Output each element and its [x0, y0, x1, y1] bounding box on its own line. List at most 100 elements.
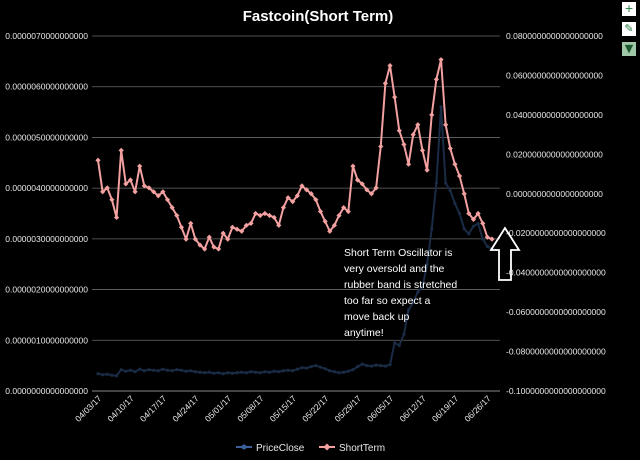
point-shortterm	[368, 191, 375, 197]
point-priceclose	[355, 365, 360, 369]
point-shortterm	[215, 246, 222, 252]
point-shortterm	[262, 210, 268, 217]
point-priceclose	[263, 370, 267, 374]
point-priceclose	[379, 364, 383, 368]
up-arrow-icon	[489, 226, 521, 281]
point-shortterm	[188, 220, 194, 226]
point-priceclose	[96, 372, 100, 376]
point-shortterm	[160, 189, 166, 195]
add-element-button[interactable]: +	[622, 2, 636, 16]
point-shortterm	[95, 157, 101, 163]
point-shortterm	[327, 228, 333, 234]
point-priceclose	[198, 370, 202, 374]
point-shortterm	[151, 189, 157, 195]
point-shortterm	[141, 183, 147, 189]
right-axis-ticks: -0.1000000000000000000 -0.080000000000000…	[506, 31, 606, 396]
right-tick-label: -0.0400000000000000000	[506, 268, 606, 278]
point-shortterm	[123, 181, 129, 187]
point-priceclose	[369, 364, 374, 368]
point-shortterm	[480, 220, 486, 226]
point-priceclose	[152, 368, 156, 372]
point-shortterm	[308, 191, 314, 197]
point-shortterm	[178, 224, 185, 230]
point-priceclose	[328, 369, 332, 373]
point-shortterm	[452, 161, 458, 167]
point-priceclose	[300, 366, 304, 370]
point-priceclose	[105, 372, 109, 376]
gridlines	[92, 35, 500, 392]
point-priceclose	[124, 369, 128, 373]
point-priceclose	[453, 201, 457, 205]
point-priceclose	[235, 371, 239, 375]
point-priceclose	[444, 181, 448, 185]
point-priceclose	[462, 227, 466, 231]
point-priceclose	[119, 368, 123, 372]
point-priceclose	[481, 237, 485, 241]
point-shortterm	[257, 212, 263, 219]
point-shortterm	[299, 183, 305, 189]
point-priceclose	[476, 222, 480, 226]
point-priceclose	[467, 232, 471, 236]
point-priceclose	[203, 371, 207, 375]
point-shortterm	[392, 94, 398, 100]
point-shortterm	[378, 143, 384, 150]
point-shortterm	[169, 204, 175, 211]
point-priceclose	[277, 370, 281, 374]
point-priceclose	[457, 211, 462, 216]
point-priceclose	[471, 224, 476, 228]
point-shortterm	[183, 236, 189, 242]
point-shortterm	[206, 234, 212, 240]
point-shortterm	[197, 242, 203, 248]
point-shortterm	[405, 161, 412, 167]
point-shortterm	[336, 212, 342, 219]
point-shortterm	[280, 204, 287, 211]
legend-label-priceclose: PriceClose	[256, 443, 305, 454]
point-priceclose	[318, 365, 323, 369]
point-priceclose	[142, 369, 146, 373]
point-priceclose	[393, 341, 397, 345]
point-shortterm	[132, 189, 138, 195]
chart-filter-button[interactable]: ▼	[622, 42, 636, 56]
point-shortterm	[313, 197, 319, 203]
point-priceclose	[388, 363, 392, 367]
point-shortterm	[443, 122, 449, 128]
point-shortterm	[359, 181, 365, 187]
right-tick-label: -0.1000000000000000000	[506, 386, 606, 396]
point-priceclose	[161, 367, 165, 371]
point-shortterm	[461, 191, 467, 197]
point-priceclose	[207, 370, 211, 374]
point-priceclose	[291, 369, 295, 373]
point-priceclose	[189, 369, 193, 373]
point-shortterm	[248, 220, 254, 226]
right-tick-label: 0.0600000000000000000	[506, 70, 603, 80]
right-tick-label: 0.0200000000000000000	[506, 149, 603, 159]
point-shortterm	[466, 210, 472, 217]
point-priceclose	[383, 364, 387, 368]
chart-style-button[interactable]: ✎	[622, 22, 636, 36]
left-tick-label: 0.0000030000000000	[5, 234, 88, 244]
point-shortterm	[410, 132, 416, 138]
point-priceclose	[101, 373, 105, 377]
point-priceclose	[230, 371, 235, 375]
point-shortterm	[447, 145, 453, 152]
left-tick-label: 0.0000050000000000	[5, 132, 88, 142]
point-shortterm	[137, 163, 143, 169]
point-shortterm	[234, 226, 240, 232]
point-shortterm	[303, 187, 310, 193]
point-shortterm	[229, 224, 236, 230]
point-priceclose	[332, 370, 336, 374]
point-priceclose	[346, 369, 350, 373]
point-priceclose	[365, 364, 369, 368]
point-priceclose	[258, 371, 262, 375]
point-shortterm	[146, 185, 152, 191]
left-tick-label: 0.0000060000000000	[5, 82, 88, 92]
brush-icon: ✎	[624, 22, 634, 35]
point-priceclose	[411, 300, 415, 304]
point-priceclose	[314, 364, 318, 368]
point-shortterm	[387, 62, 393, 69]
point-shortterm	[290, 199, 296, 205]
point-priceclose	[430, 227, 434, 231]
point-priceclose	[295, 367, 299, 371]
point-shortterm	[382, 80, 388, 86]
point-priceclose	[165, 368, 170, 372]
